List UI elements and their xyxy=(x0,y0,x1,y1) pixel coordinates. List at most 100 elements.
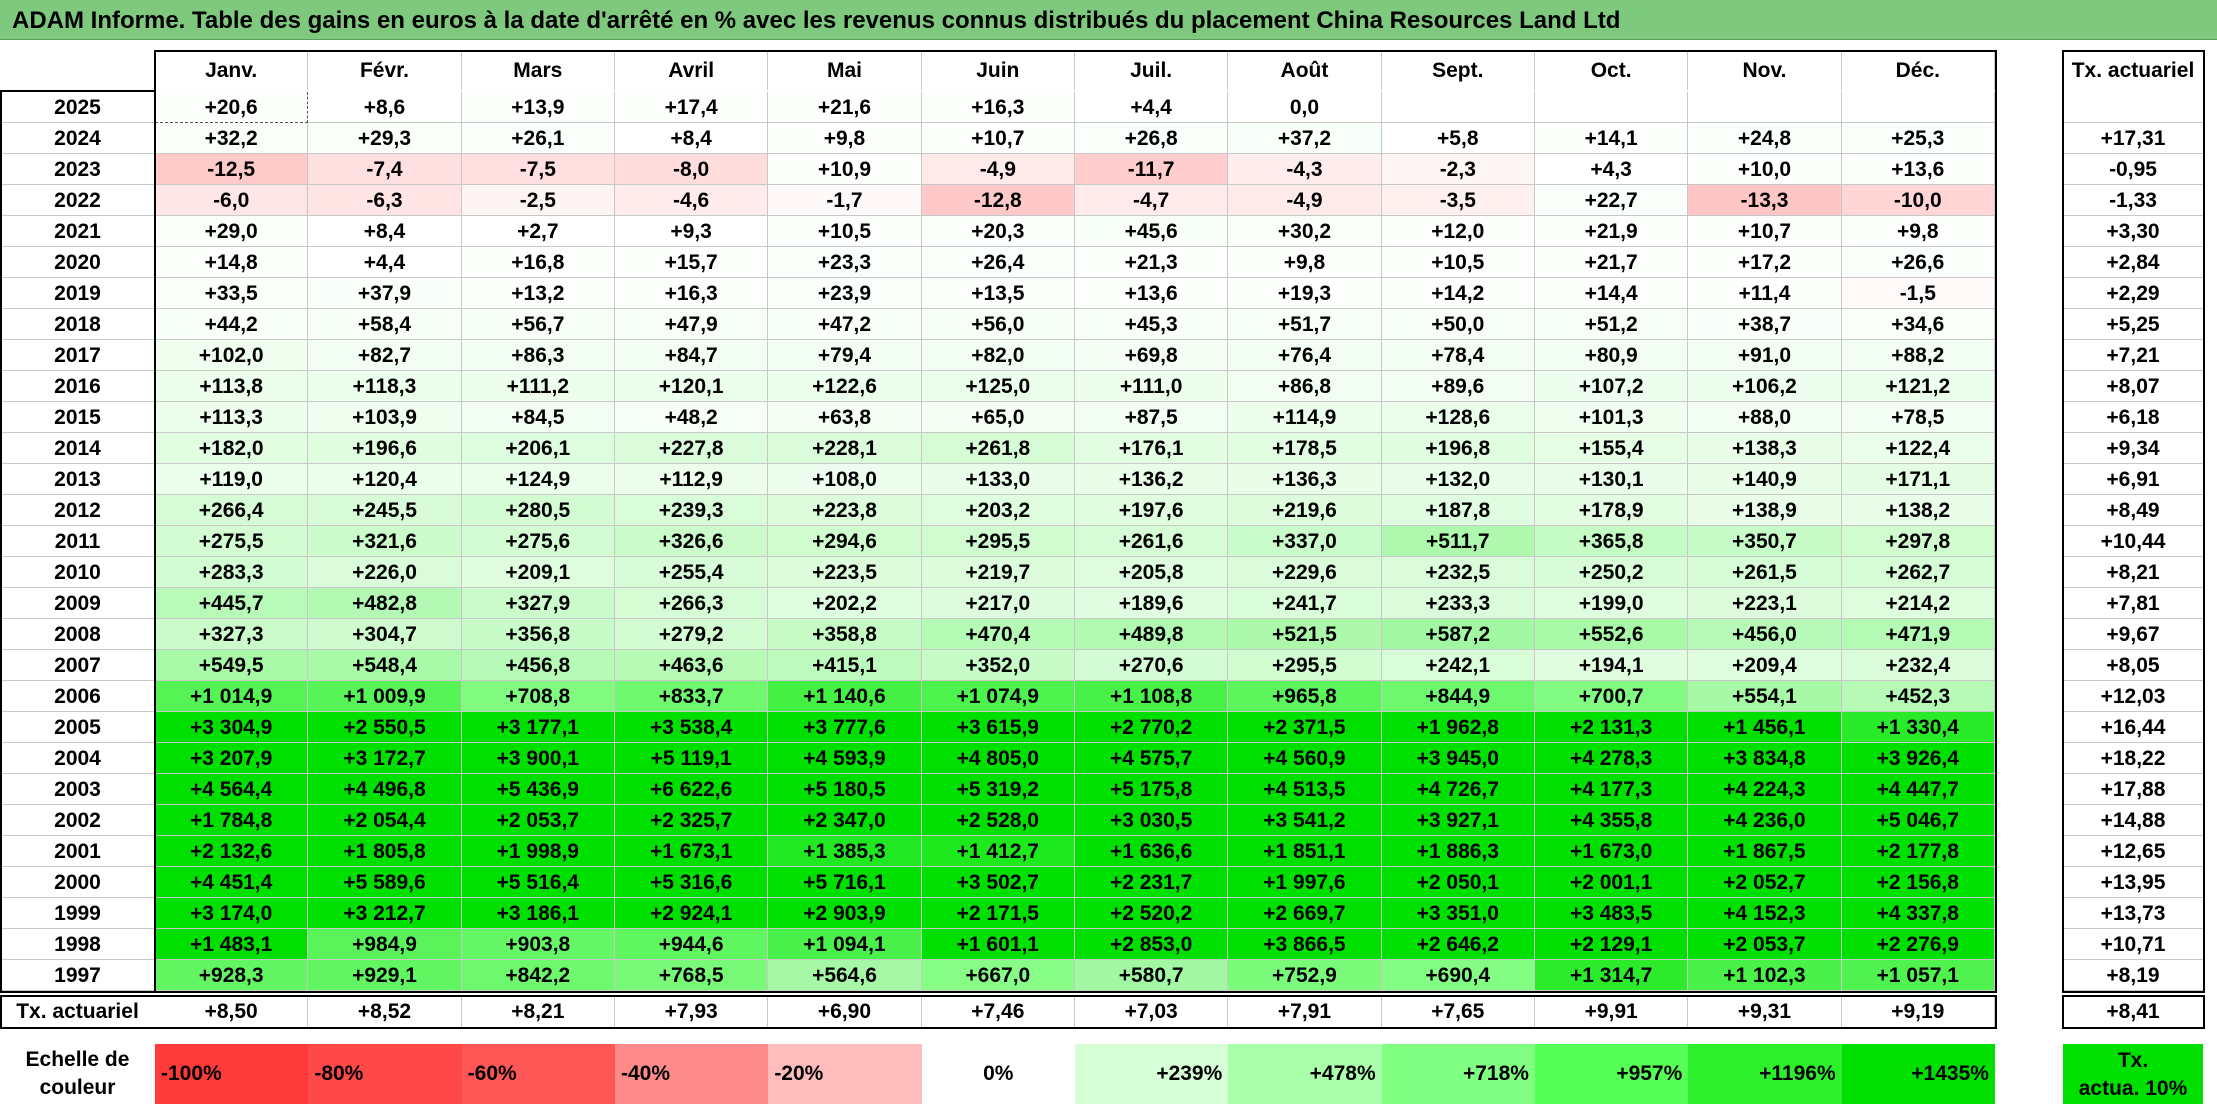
gain-cell: +1 636,6 xyxy=(1075,836,1228,867)
gain-cell: +270,6 xyxy=(1075,650,1228,681)
gain-cell: -7,4 xyxy=(308,154,461,185)
color-scale-tx-line1: Tx. xyxy=(2063,1047,2203,1075)
tx-actuariel-cell: +14,88 xyxy=(2063,805,2203,836)
gain-cell: +471,9 xyxy=(1842,619,1995,650)
year-label: 2017 xyxy=(0,340,155,371)
gain-cell: +3 351,0 xyxy=(1382,898,1535,929)
gain-cell: +456,0 xyxy=(1688,619,1841,650)
gain-cell: +227,8 xyxy=(615,433,768,464)
gain-cell: +1 784,8 xyxy=(155,805,308,836)
gain-cell: +1 851,1 xyxy=(1228,836,1381,867)
gain-cell: +3 186,1 xyxy=(462,898,615,929)
gain-cell: +202,2 xyxy=(768,588,921,619)
color-scale-swatch: -100% xyxy=(155,1044,308,1104)
year-label: 2024 xyxy=(0,123,155,154)
month-header-9: Sept. xyxy=(1382,52,1535,90)
gain-cell: +171,1 xyxy=(1842,464,1995,495)
gain-cell: +140,9 xyxy=(1688,464,1841,495)
gain-cell: +16,8 xyxy=(462,247,615,278)
gain-cell: -7,5 xyxy=(462,154,615,185)
tx-actuariel-cell: +16,44 xyxy=(2063,712,2203,743)
tx-actuariel-cell: +10,71 xyxy=(2063,929,2203,960)
tx-actuariel-cell xyxy=(2063,92,2203,123)
tx-actuariel-cell: +8,19 xyxy=(2063,960,2203,991)
tx-actuariel-cell: +7,21 xyxy=(2063,340,2203,371)
gain-cell: +295,5 xyxy=(1228,650,1381,681)
gain-cell: +9,8 xyxy=(1228,247,1381,278)
gain-cell: +69,8 xyxy=(1075,340,1228,371)
gain-cell: +78,4 xyxy=(1382,340,1535,371)
gain-cell: +2 646,2 xyxy=(1382,929,1535,960)
gain-cell: +26,6 xyxy=(1842,247,1995,278)
color-scale-tx-line2: actua. 10% xyxy=(2063,1075,2203,1103)
gain-cell: +1 673,0 xyxy=(1535,836,1688,867)
gain-cell: +23,3 xyxy=(768,247,921,278)
gain-cell: +214,2 xyxy=(1842,588,1995,619)
gain-cell: +196,8 xyxy=(1382,433,1535,464)
color-scale-swatch: -60% xyxy=(462,1044,615,1104)
tx-actuariel-cell: +9,67 xyxy=(2063,619,2203,650)
gain-cell: +45,6 xyxy=(1075,216,1228,247)
gain-cell: +4 575,7 xyxy=(1075,743,1228,774)
gain-cell: +26,8 xyxy=(1075,123,1228,154)
gain-cell: +365,8 xyxy=(1535,526,1688,557)
gain-cell: +226,0 xyxy=(308,557,461,588)
gain-cell: +51,7 xyxy=(1228,309,1381,340)
tx-actuariel-cell: +7,81 xyxy=(2063,588,2203,619)
gain-cell: -4,3 xyxy=(1228,154,1381,185)
gain-cell: +187,8 xyxy=(1382,495,1535,526)
gain-cell: +16,3 xyxy=(922,92,1075,123)
gain-cell: +37,2 xyxy=(1228,123,1381,154)
color-scale-swatch: +718% xyxy=(1382,1044,1535,1104)
gain-cell: +125,0 xyxy=(922,371,1075,402)
gain-cell: +2 231,7 xyxy=(1075,867,1228,898)
gain-cell: +5 319,2 xyxy=(922,774,1075,805)
gain-cell: +13,9 xyxy=(462,92,615,123)
gain-cell: +15,7 xyxy=(615,247,768,278)
gain-cell: +564,6 xyxy=(768,960,921,991)
gain-cell: +2 132,6 xyxy=(155,836,308,867)
gain-cell: +2 276,9 xyxy=(1842,929,1995,960)
summary-cell: +9,31 xyxy=(1688,997,1841,1027)
gain-cell: +56,0 xyxy=(922,309,1075,340)
gain-cell: +189,6 xyxy=(1075,588,1228,619)
gain-cell: +587,2 xyxy=(1382,619,1535,650)
gain-cell: +23,9 xyxy=(768,278,921,309)
gain-cell: +13,6 xyxy=(1842,154,1995,185)
gain-cell: -4,7 xyxy=(1075,185,1228,216)
gain-cell: 0,0 xyxy=(1228,92,1381,123)
gain-cell: +463,6 xyxy=(615,650,768,681)
year-label: 2023 xyxy=(0,154,155,185)
gain-cell: +138,3 xyxy=(1688,433,1841,464)
gain-cell: +182,0 xyxy=(155,433,308,464)
gain-cell: +3 174,0 xyxy=(155,898,308,929)
gain-cell: +1 962,8 xyxy=(1382,712,1535,743)
year-label: 2013 xyxy=(0,464,155,495)
gain-cell: +124,9 xyxy=(462,464,615,495)
month-header-2: Févr. xyxy=(308,52,461,90)
gain-cell: +11,4 xyxy=(1688,278,1841,309)
gain-cell: +1 456,1 xyxy=(1688,712,1841,743)
year-label: 2015 xyxy=(0,402,155,433)
gain-cell: +44,2 xyxy=(155,309,308,340)
year-label: 2019 xyxy=(0,278,155,309)
gain-cell: +321,6 xyxy=(308,526,461,557)
gain-cell: +3 483,5 xyxy=(1535,898,1688,929)
gain-cell: +1 009,9 xyxy=(308,681,461,712)
tx-actuariel-cell: +8,07 xyxy=(2063,371,2203,402)
gain-cell: +2 053,7 xyxy=(462,805,615,836)
gain-cell: +2 171,5 xyxy=(922,898,1075,929)
tx-actuariel-cell: +13,95 xyxy=(2063,867,2203,898)
gain-cell: +5 316,6 xyxy=(615,867,768,898)
gain-cell: +2 052,7 xyxy=(1688,867,1841,898)
tx-actuariel-cell: +5,25 xyxy=(2063,309,2203,340)
gain-cell: +1 805,8 xyxy=(308,836,461,867)
gain-cell: +78,5 xyxy=(1842,402,1995,433)
gain-cell: +304,7 xyxy=(308,619,461,650)
tx-actuariel-cell: +6,91 xyxy=(2063,464,2203,495)
gain-cell: +103,9 xyxy=(308,402,461,433)
year-label: 2004 xyxy=(0,743,155,774)
tx-actuariel-header: Tx. actuariel xyxy=(2063,52,2203,90)
gain-cell: +219,6 xyxy=(1228,495,1381,526)
gain-cell: +4 726,7 xyxy=(1382,774,1535,805)
